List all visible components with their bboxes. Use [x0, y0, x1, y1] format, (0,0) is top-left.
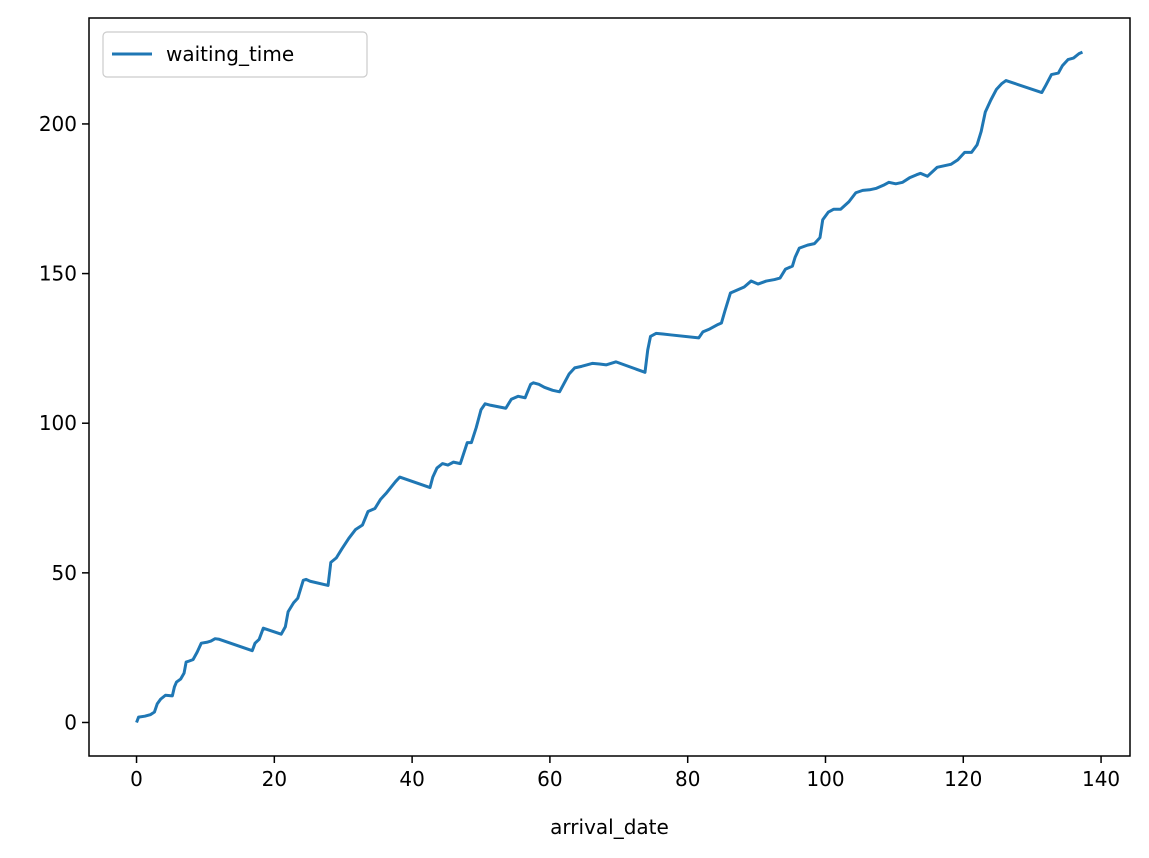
- y-tick-label: 100: [39, 411, 77, 435]
- y-tick-label: 50: [52, 561, 77, 585]
- x-tick-label: 120: [944, 767, 982, 791]
- x-tick-label: 60: [537, 767, 562, 791]
- x-tick-label: 100: [806, 767, 844, 791]
- series-line-waiting-time: [135, 50, 1084, 724]
- legend: waiting_time: [102, 31, 368, 78]
- x-tick-label: 80: [675, 767, 700, 791]
- axis-ticks: 0 20 40 60 80 100 120 140 0 50 100 150 200: [39, 112, 1120, 791]
- axes-frame: [88, 17, 1131, 757]
- x-tick-label: 140: [1082, 767, 1120, 791]
- legend-box: [102, 31, 368, 78]
- x-tick-label: 0: [130, 767, 143, 791]
- plot-area: [135, 50, 1084, 724]
- y-tick-label: 0: [64, 710, 77, 734]
- x-tick-label: 40: [399, 767, 424, 791]
- legend-label: waiting_time: [166, 42, 294, 66]
- x-axis-label: arrival_date: [550, 815, 669, 839]
- x-tick-label: 20: [262, 767, 287, 791]
- y-tick-label: 150: [39, 262, 77, 286]
- y-tick-label: 200: [39, 112, 77, 136]
